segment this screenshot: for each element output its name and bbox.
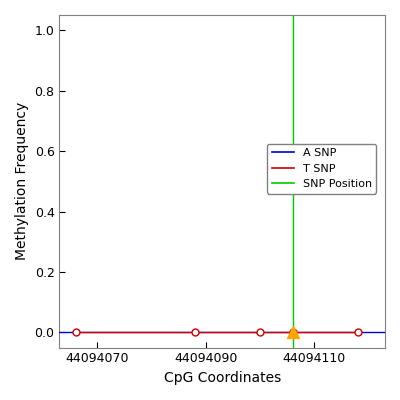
X-axis label: CpG Coordinates: CpG Coordinates bbox=[164, 371, 281, 385]
Y-axis label: Methylation Frequency: Methylation Frequency bbox=[15, 102, 29, 260]
Legend: A SNP, T SNP, SNP Position: A SNP, T SNP, SNP Position bbox=[267, 144, 376, 194]
